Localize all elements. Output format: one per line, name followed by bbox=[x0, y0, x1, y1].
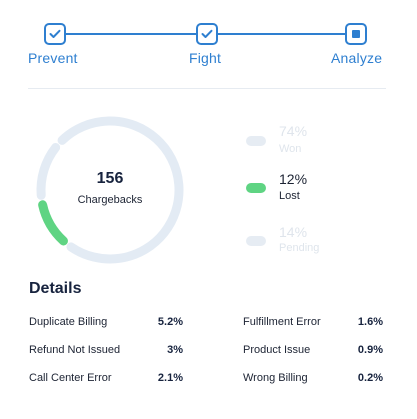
legend-label-pending: Pending bbox=[279, 242, 320, 254]
legend-swatch-pending bbox=[246, 236, 266, 246]
detail-value: 0.2% bbox=[357, 372, 383, 384]
detail-label: Fulfillment Error bbox=[243, 316, 321, 328]
detail-label: Refund Not Issued bbox=[29, 344, 121, 356]
section-divider bbox=[28, 88, 386, 89]
legend-swatch-won bbox=[246, 136, 266, 146]
donut-segment-won bbox=[57, 116, 184, 264]
detail-value: 0.9% bbox=[357, 344, 383, 356]
chargebacks-total: 156 bbox=[96, 170, 124, 187]
detail-value: 2.1% bbox=[157, 372, 183, 384]
step-label-prevent[interactable]: Prevent bbox=[28, 50, 78, 66]
detail-label: Wrong Billing bbox=[243, 372, 308, 384]
step-label-analyze[interactable]: Analyze bbox=[331, 50, 383, 66]
donut-segment-pending bbox=[36, 143, 61, 200]
legend-label-won: Won bbox=[279, 143, 302, 155]
chargebacks-donut-chart bbox=[36, 116, 184, 264]
step-fight-checkbox[interactable] bbox=[196, 23, 218, 45]
details-heading: Details bbox=[29, 280, 82, 297]
donut-segment-lost bbox=[38, 200, 68, 246]
legend-label-lost: Lost bbox=[279, 190, 300, 202]
step-label-fight[interactable]: Fight bbox=[189, 50, 222, 66]
step-connector-2 bbox=[217, 33, 345, 35]
legend-swatch-lost bbox=[246, 183, 266, 193]
chargebacks-total-label: Chargebacks bbox=[77, 194, 143, 206]
detail-label: Product Issue bbox=[243, 344, 311, 356]
detail-value: 1.6% bbox=[357, 316, 383, 328]
legend-percent-won: 74% bbox=[279, 123, 308, 139]
detail-value: 3% bbox=[167, 344, 183, 356]
legend-percent-pending: 14% bbox=[279, 224, 308, 240]
legend-percent-lost: 12% bbox=[279, 171, 308, 187]
detail-value: 5.2% bbox=[157, 316, 183, 328]
step-analyze-checkbox[interactable] bbox=[345, 23, 367, 45]
detail-label: Call Center Error bbox=[29, 372, 112, 384]
square-dot-icon bbox=[352, 30, 360, 38]
check-icon bbox=[49, 29, 61, 38]
detail-label: Duplicate Billing bbox=[29, 316, 108, 328]
check-icon bbox=[201, 29, 213, 38]
step-prevent-checkbox[interactable] bbox=[44, 23, 66, 45]
step-connector-1 bbox=[64, 33, 196, 35]
